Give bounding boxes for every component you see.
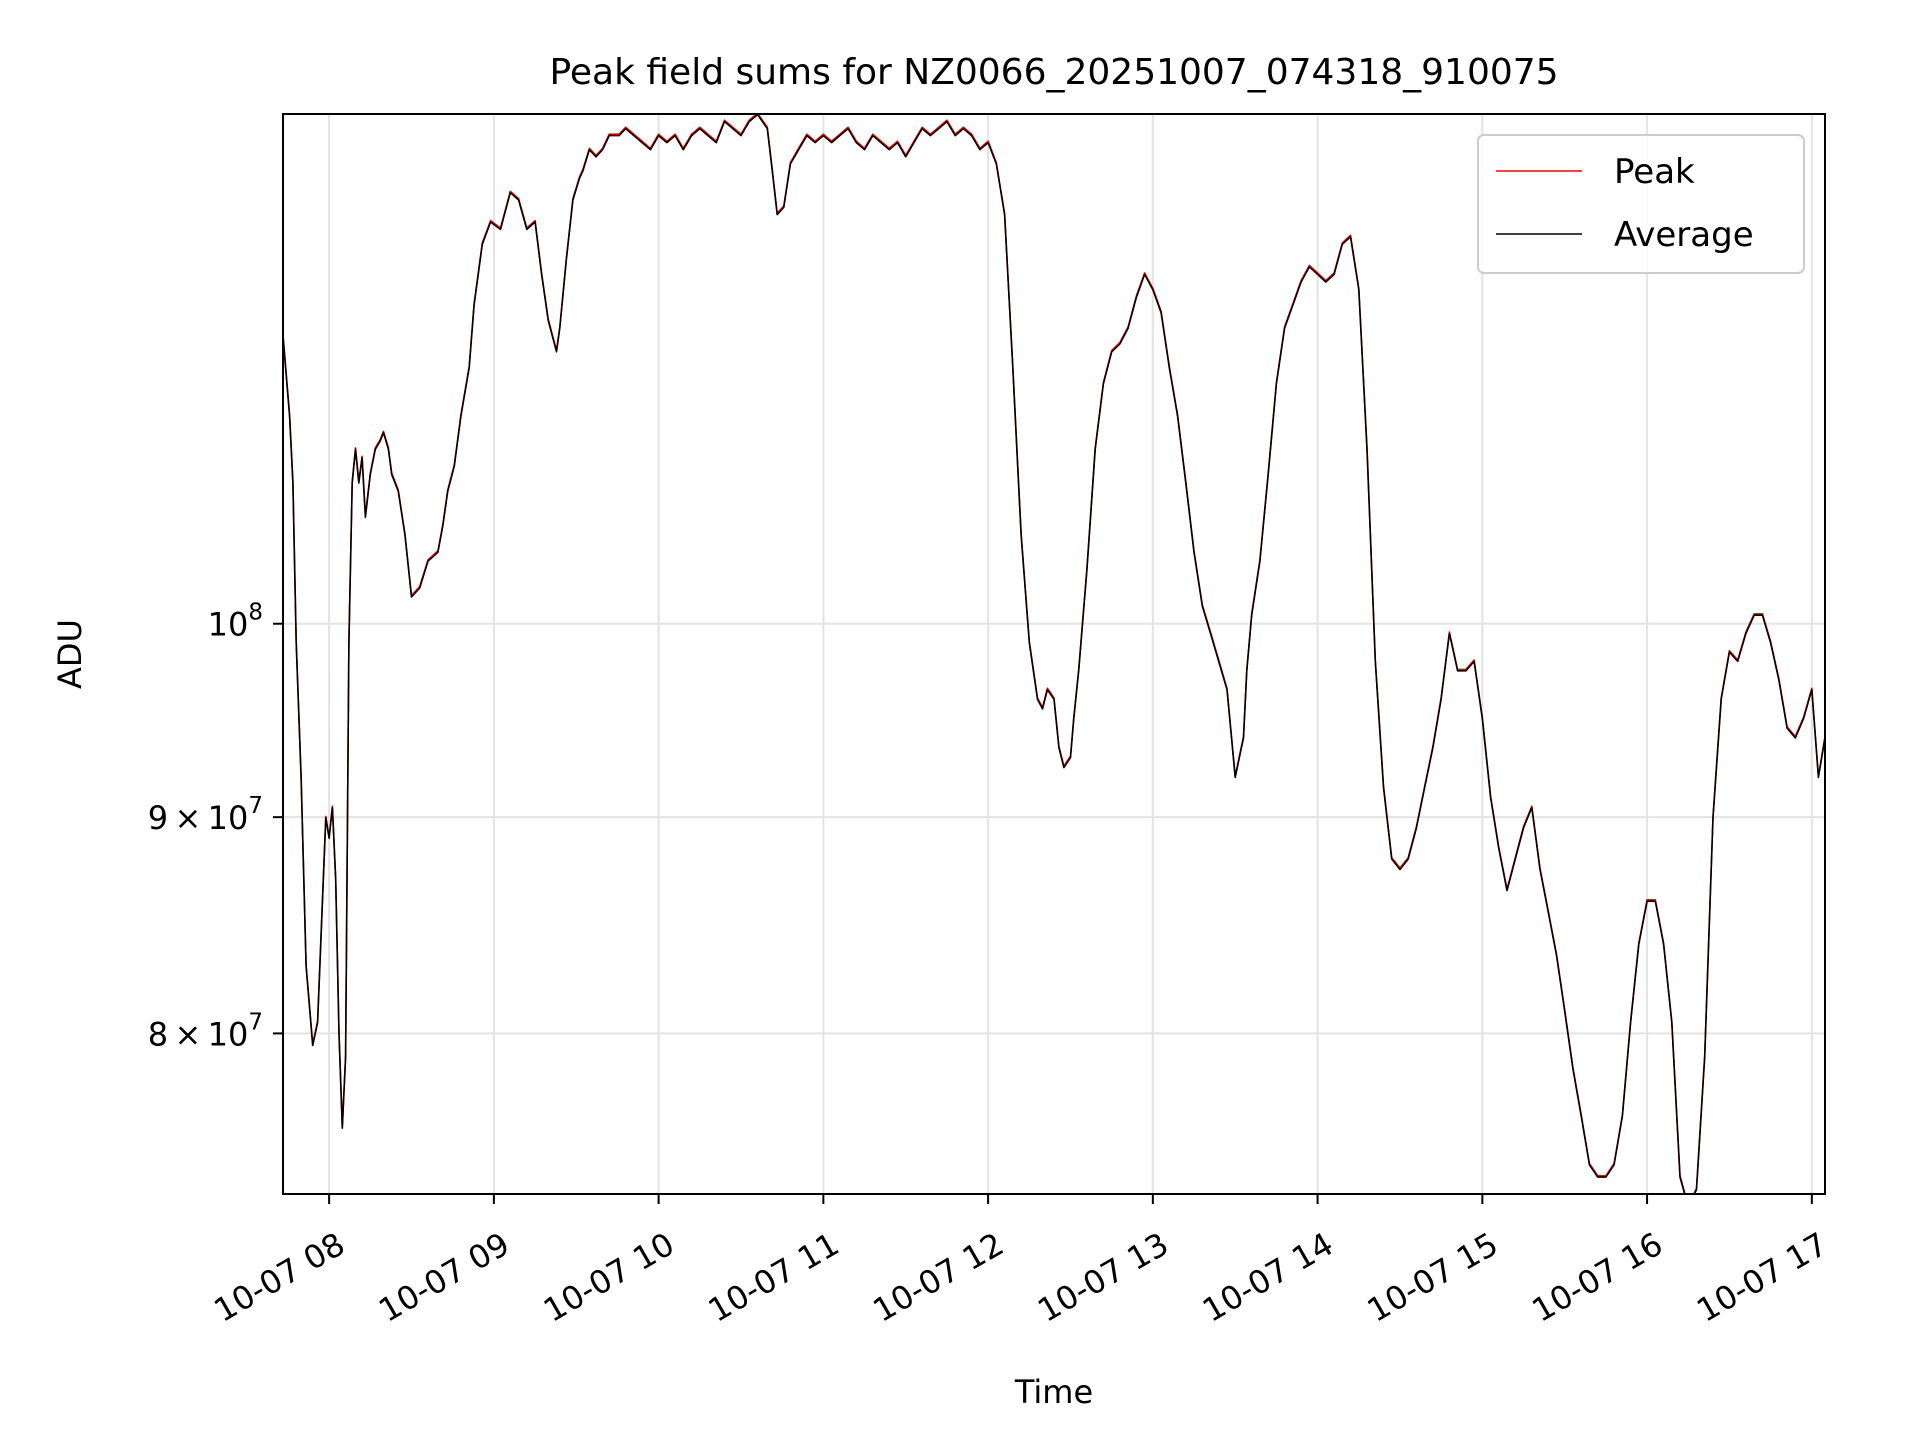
plot-lines [283,114,1825,1194]
y-axis-label: ADU [51,619,89,689]
chart-title: Peak field sums for NZ0066_20251007_0743… [549,52,1558,93]
legend: Peak Average [1477,134,1805,274]
legend-label-average: Average [1614,215,1754,255]
legend-label-peak: Peak [1614,152,1695,192]
x-axis-label: Time [1014,1373,1093,1411]
plot-frame [282,113,1826,1195]
series-line-average [283,114,1825,1194]
y-tick-label: 8 × 107 [148,1009,263,1053]
legend-box [1477,134,1805,274]
y-tick-label: 9 × 107 [148,793,263,837]
